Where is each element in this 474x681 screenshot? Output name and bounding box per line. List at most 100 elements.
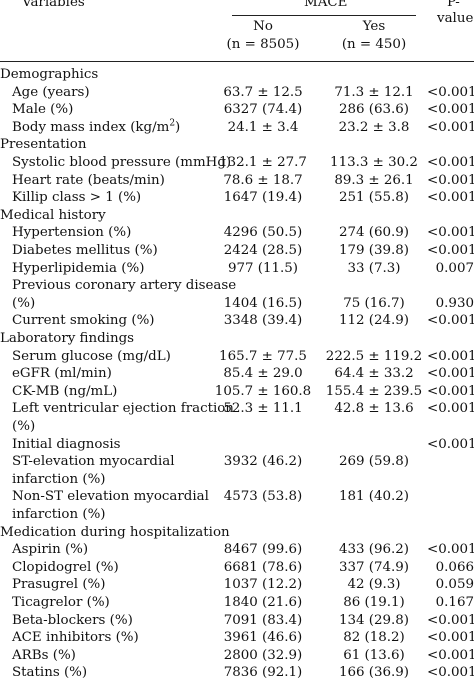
mace-underline (232, 15, 416, 16)
row-label: infarction (%) (12, 507, 106, 522)
table-row: Beta-blockers (%) 7091 (83.4) 134 (29.8) <0… (0, 612, 474, 629)
cell-no-mace: 8467 (99.6) (223, 542, 303, 558)
cell-yes-mace: 86 (19.1) (343, 595, 405, 610)
cell-yes-mace: 42 (9.3) (347, 577, 401, 593)
row-label: Diabetes mellitus (%) (12, 243, 158, 258)
table-row: infarction (%) (0, 506, 474, 523)
cell-yes-mace: 75 (16.7) (343, 295, 405, 311)
cell-p-value: <0.001 (427, 366, 474, 382)
table-row: Body mass index (kg/m2) 24.1 ± 3.4 23.2 ± … (0, 119, 474, 136)
row-label: Prasugrel (%) (12, 577, 106, 593)
cell-p-value: <0.001 (427, 665, 474, 681)
row-label: Heart rate (beats/min) (12, 172, 165, 188)
cell-no-mace: 7836 (92.1) (223, 665, 303, 681)
row-label: Hypertension (%) (12, 225, 132, 241)
row-label: Non-ST elevation myocardial (12, 489, 209, 505)
cell-yes-mace: 179 (39.8) (338, 243, 410, 258)
cell-p-value: <0.001 (427, 119, 474, 135)
table-row: Heart rate (beats/min) 78.6 ± 18.7 89.3 ± … (0, 172, 474, 189)
header-rule (0, 61, 474, 62)
table-row: ACE inhibitors (%) 3961 (46.6) 82 (18.2) <0… (0, 629, 474, 646)
row-label: Aspirin (%) (12, 542, 89, 558)
cell-no-mace: 165.7 ± 77.5 (219, 348, 307, 364)
section-label: Demographics (0, 67, 99, 82)
header-mace: MACE (304, 0, 348, 10)
row-label: Clopidogrel (%) (12, 559, 119, 575)
table-row: Statins (%) 7836 (92.1) 166 (36.9) <0.001 (0, 664, 474, 681)
cell-p-value: <0.001 (427, 225, 474, 241)
cell-p-value: 0.930 (435, 295, 474, 311)
cell-yes-mace: 269 (59.8) (338, 454, 410, 470)
cell-p-value: <0.001 (427, 155, 474, 170)
cell-no-mace: 6681 (78.6) (223, 559, 303, 575)
section-header-row: Presentation (0, 136, 474, 153)
cell-yes-mace: 433 (96.2) (338, 542, 410, 558)
row-label: Beta-blockers (%) (12, 612, 133, 628)
cell-yes-mace: 71.3 ± 12.1 (334, 84, 414, 100)
cell-p-value: <0.001 (427, 542, 474, 558)
table-row: Previous coronary artery disease (0, 277, 474, 294)
table-row: Serum glucose (mg/dL) 165.7 ± 77.5 222.5 ±… (0, 348, 474, 365)
section-header-row: Medical history (0, 207, 474, 224)
header-p-line1: P- (447, 0, 460, 10)
table-row: Prasugrel (%) 1037 (12.2) 42 (9.3) 0.059 (0, 576, 474, 593)
table-row: ARBs (%) 2800 (32.9) 61 (13.6) <0.001 (0, 647, 474, 664)
cell-yes-mace: 274 (60.9) (338, 225, 410, 241)
table-row: Initial diagnosis <0.001 (0, 436, 474, 453)
row-label: Age (years) (12, 84, 90, 100)
cell-p-value: <0.001 (427, 190, 474, 206)
cell-no-mace: 1037 (12.2) (223, 577, 303, 593)
cell-yes-mace: 155.4 ± 239.5 (325, 383, 423, 399)
cell-yes-mace: 89.3 ± 26.1 (334, 172, 414, 188)
cell-no-mace: 7091 (83.4) (223, 612, 303, 628)
row-label: Left ventricular ejection fraction (12, 401, 234, 417)
row-label: Previous coronary artery disease (12, 278, 237, 294)
cell-yes-mace: 337 (74.9) (338, 559, 410, 575)
header-no: No (253, 19, 273, 34)
cell-no-mace: 24.1 ± 3.4 (227, 119, 299, 135)
cell-yes-mace: 42.8 ± 13.6 (334, 401, 414, 417)
cell-p-value: <0.001 (427, 313, 474, 329)
table-row: infarction (%) (0, 471, 474, 488)
table-row: CK-MB (ng/mL) 105.7 ± 160.8 155.4 ± 239.5 <… (0, 383, 474, 400)
table-row: ST-elevation myocardial 3932 (46.2) 269 (5… (0, 453, 474, 470)
cell-no-mace: 78.6 ± 18.7 (223, 172, 303, 188)
cell-yes-mace: 286 (63.6) (338, 102, 410, 118)
section-label: Medication during hospitalization (0, 524, 230, 540)
cell-yes-mace: 134 (29.8) (338, 612, 410, 628)
row-label: ST-elevation myocardial (12, 454, 175, 470)
header-no-n: (n = 8505) (226, 37, 300, 52)
table-row: eGFR (ml/min) 85.4 ± 29.0 64.4 ± 33.2 <0.00… (0, 365, 474, 382)
cell-no-mace: 1647 (19.4) (223, 190, 303, 206)
cell-no-mace: 6327 (74.4) (223, 102, 303, 118)
cell-p-value: 0.007 (435, 260, 474, 276)
cell-no-mace: 3348 (39.4) (223, 313, 303, 329)
cell-no-mace: 2424 (28.5) (223, 243, 303, 258)
cell-p-value: <0.001 (427, 401, 474, 417)
row-label: Killip class > 1 (%) (12, 190, 142, 206)
row-label: Current smoking (%) (12, 313, 155, 329)
row-label: Serum glucose (mg/dL) (12, 348, 171, 364)
cell-no-mace: 105.7 ± 160.8 (214, 383, 312, 399)
cell-p-value: <0.001 (427, 172, 474, 188)
row-label: Body mass index (kg/m2) (12, 118, 181, 135)
cell-no-mace: 3961 (46.6) (223, 630, 303, 646)
cell-p-value: 0.066 (435, 559, 474, 575)
row-label: Male (%) (12, 102, 74, 118)
cell-p-value: <0.001 (427, 630, 474, 646)
cell-yes-mace: 181 (40.2) (338, 489, 410, 505)
cell-no-mace: 1404 (16.5) (223, 295, 303, 311)
table-row: Non-ST elevation myocardial 4573 (53.8) 18… (0, 488, 474, 505)
section-label: Presentation (0, 137, 87, 153)
table-row: Clopidogrel (%) 6681 (78.6) 337 (74.9) 0.06… (0, 559, 474, 576)
cell-no-mace: 4573 (53.8) (223, 489, 303, 505)
cell-p-value: <0.001 (427, 383, 474, 399)
cell-no-mace: 1840 (21.6) (223, 595, 303, 610)
cell-yes-mace: 166 (36.9) (338, 665, 410, 681)
row-label: eGFR (ml/min) (12, 366, 112, 382)
table-row: Hyperlipidemia (%) 977 (11.5) 33 (7.3) 0.00… (0, 260, 474, 277)
section-header-row: Medication during hospitalization (0, 524, 474, 541)
section-header-row: Demographics (0, 66, 474, 83)
cell-no-mace: 85.4 ± 29.0 (223, 366, 303, 382)
cell-p-value: <0.001 (427, 612, 474, 628)
